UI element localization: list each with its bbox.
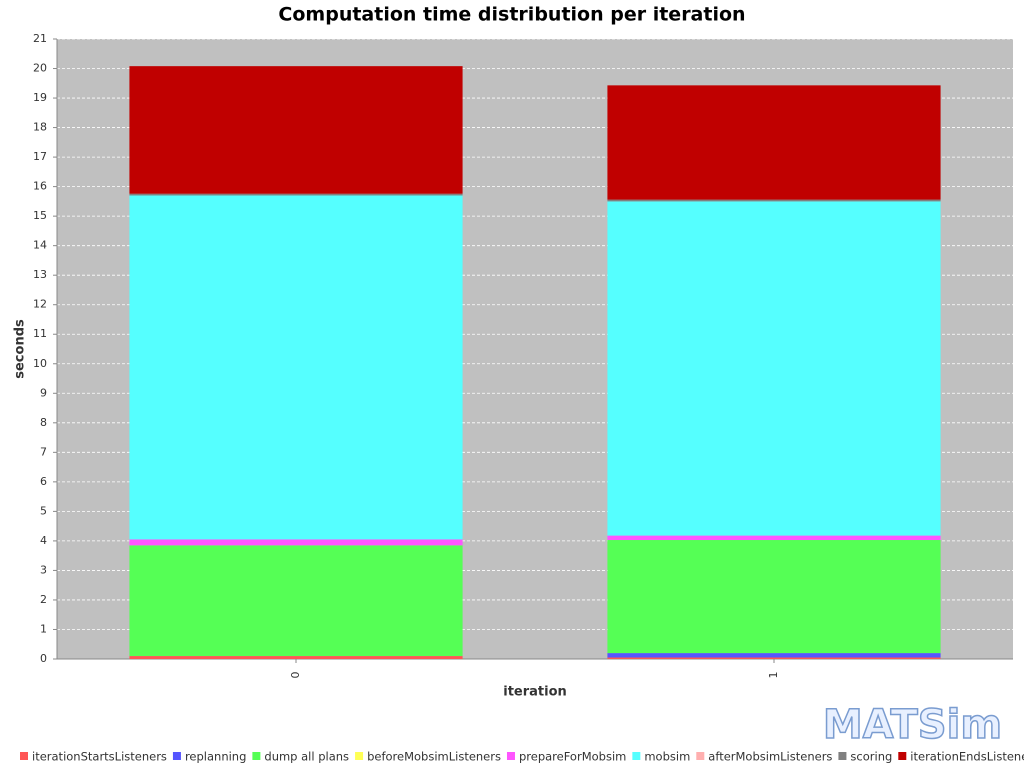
bar-segment — [607, 540, 941, 654]
bar-segment — [129, 66, 463, 194]
bar-segment — [129, 195, 463, 540]
x-axis-label: iteration — [503, 685, 567, 700]
legend-swatch — [898, 752, 907, 760]
y-tick-label: 17 — [33, 150, 47, 163]
y-tick-label: 19 — [33, 91, 47, 104]
y-tick-label: 14 — [33, 239, 47, 252]
bar-segment — [129, 193, 463, 196]
legend-label: beforeMobsimListeners — [367, 750, 501, 764]
legend-swatch — [696, 752, 705, 760]
y-tick-label: 8 — [40, 416, 47, 429]
y-tick-label: 5 — [40, 504, 47, 517]
y-tick-label: 12 — [33, 298, 47, 311]
x-tick-label: 1 — [767, 672, 780, 679]
bar-segment — [129, 656, 463, 659]
y-tick-label: 18 — [33, 121, 47, 134]
legend-swatch — [20, 752, 28, 760]
legend-label: afterMobsimListeners — [708, 750, 832, 764]
bar-segment — [607, 201, 941, 536]
y-tick-label: 1 — [40, 622, 47, 635]
legend-swatch — [355, 752, 364, 760]
y-tick-label: 3 — [40, 563, 47, 576]
x-tick-label: 0 — [289, 672, 302, 679]
y-tick-label: 4 — [40, 534, 47, 547]
legend-label: iterationEndsListeners — [910, 750, 1024, 764]
bar-segment — [129, 545, 463, 657]
legend-swatch — [252, 752, 261, 760]
watermark-logo: MATSim — [823, 702, 1002, 748]
bar-segment — [607, 653, 941, 658]
y-tick-label: 10 — [33, 357, 47, 370]
y-tick-label: 0 — [40, 652, 47, 665]
legend-label: scoring — [850, 750, 892, 764]
bar-segment — [607, 85, 941, 200]
legend-swatch — [838, 752, 847, 760]
y-tick-label: 21 — [33, 32, 47, 45]
bar-segment — [607, 199, 941, 202]
y-tick-label: 9 — [40, 386, 47, 399]
y-tick-label: 11 — [33, 327, 47, 340]
y-tick-label: 2 — [40, 593, 47, 606]
y-tick-label: 16 — [33, 180, 47, 193]
legend-label: dump all plans — [264, 750, 349, 764]
bar-segment — [129, 539, 463, 546]
legend-label: replanning — [185, 750, 246, 764]
bar-segment — [607, 657, 941, 659]
legend-swatch — [632, 752, 641, 760]
y-tick-label: 20 — [33, 62, 47, 75]
legend-swatch — [172, 752, 181, 760]
legend-label: iterationStartsListeners — [32, 750, 167, 764]
y-tick-label: 13 — [33, 268, 47, 281]
chart-title: Computation time distribution per iterat… — [278, 4, 745, 26]
y-tick-label: 6 — [40, 475, 47, 488]
legend-swatch — [506, 752, 515, 760]
y-axis-label: seconds — [13, 319, 28, 379]
bar-segment — [607, 535, 941, 541]
legend-label: prepareForMobsim — [519, 750, 626, 764]
y-tick-label: 7 — [40, 445, 47, 458]
y-tick-label: 15 — [33, 209, 47, 222]
legend-label: mobsim — [644, 750, 690, 764]
